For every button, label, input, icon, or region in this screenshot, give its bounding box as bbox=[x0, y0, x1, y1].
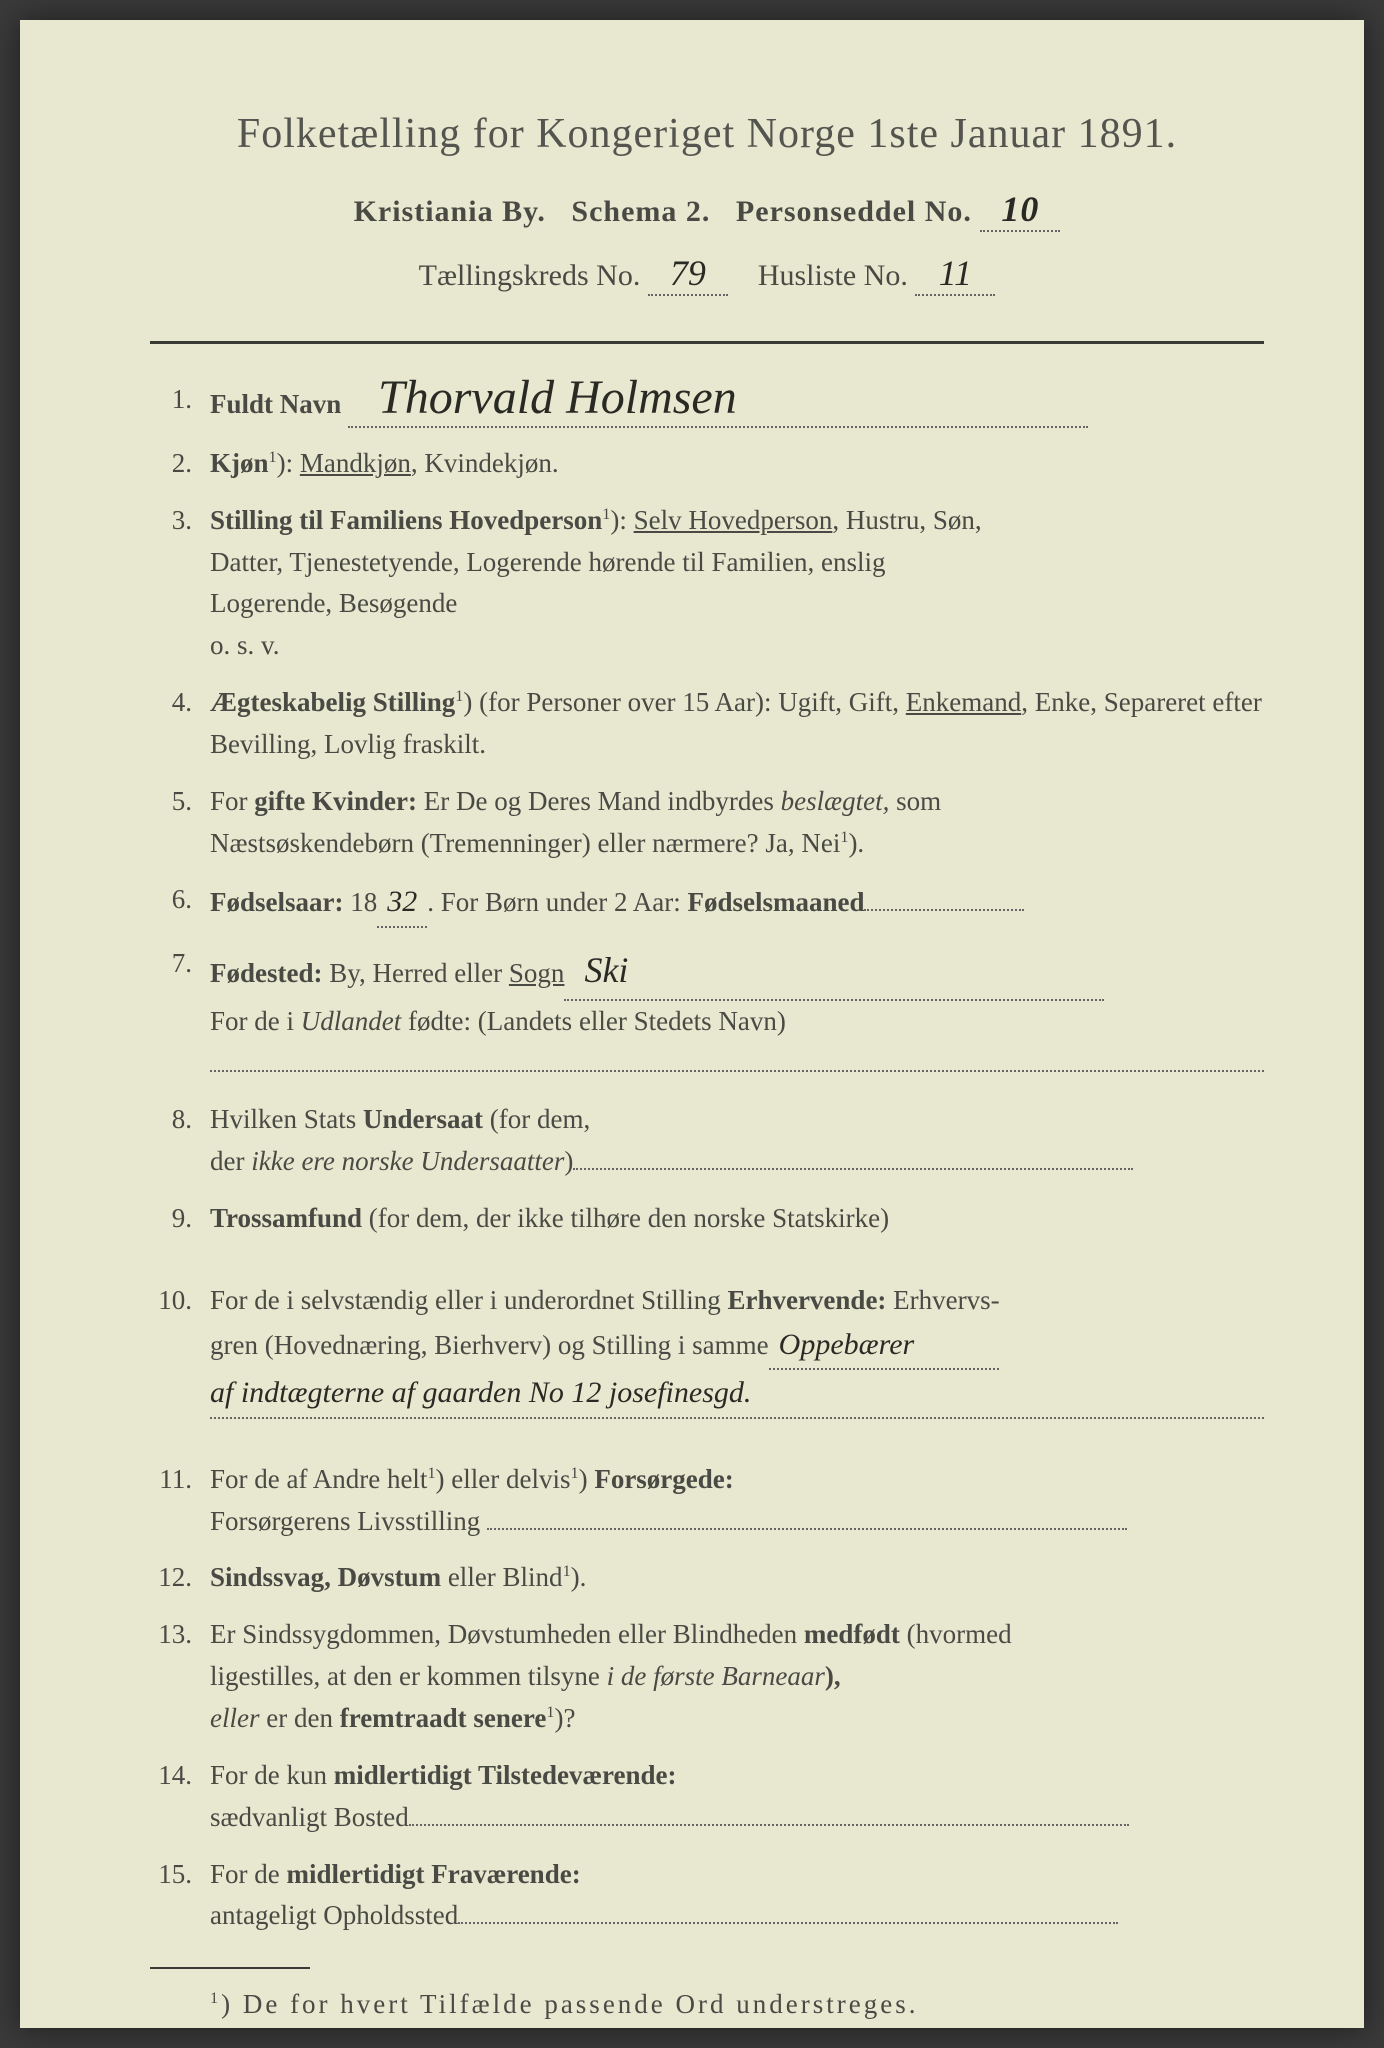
num-9: 9. bbox=[150, 1198, 210, 1240]
entry-4: 4. Ægteskabelig Stilling1) (for Personer… bbox=[150, 682, 1264, 766]
entry-6: 6. Fødselsaar: 1832. For Børn under 2 Aa… bbox=[150, 879, 1264, 928]
taellingskreds-no: 79 bbox=[648, 252, 728, 296]
divider bbox=[150, 341, 1264, 344]
occupation-2: af indtægterne af gaarden No 12 josefine… bbox=[210, 1370, 1264, 1419]
label-fodested: Fødested: bbox=[210, 958, 322, 988]
stilling-selected: Selv Hovedperson bbox=[634, 505, 833, 535]
entry-15: 15. For de midlertidigt Fraværende: anta… bbox=[150, 1854, 1264, 1938]
entry-7: 7. Fødested: By, Herred eller SognSki Fo… bbox=[150, 943, 1264, 1084]
label-stilling: Stilling til Familiens Hovedperson bbox=[210, 505, 602, 535]
footnote-rule bbox=[150, 1967, 310, 1969]
num-15: 15. bbox=[150, 1854, 210, 1938]
num-4: 4. bbox=[150, 682, 210, 766]
num-7: 7. bbox=[150, 943, 210, 1084]
entry-13: 13. Er Sindssygdommen, Døvstumheden elle… bbox=[150, 1614, 1264, 1740]
entry-8: 8. Hvilken Stats Undersaat (for dem, der… bbox=[150, 1099, 1264, 1183]
num-8: 8. bbox=[150, 1099, 210, 1183]
entry-5: 5. For gifte Kvinder: Er De og Deres Man… bbox=[150, 781, 1264, 865]
num-12: 12. bbox=[150, 1557, 210, 1599]
husliste-no: 11 bbox=[915, 252, 995, 296]
entry-1: 1. Fuldt Navn Thorvald Holmsen bbox=[150, 379, 1264, 428]
occupation-1: Oppebærer bbox=[769, 1322, 999, 1371]
birth-year: 32 bbox=[377, 879, 427, 928]
stilling-line4: o. s. v. bbox=[210, 630, 280, 660]
entry-12: 12. Sindssvag, Døvstum eller Blind1). bbox=[150, 1557, 1264, 1599]
num-1: 1. bbox=[150, 379, 210, 428]
kjon-selected: Mandkjøn bbox=[300, 448, 411, 478]
label-fodselsaar: Fødselsaar: bbox=[210, 887, 343, 917]
main-title: Folketælling for Kongeriget Norge 1ste J… bbox=[150, 110, 1264, 158]
name-value: Thorvald Holmsen bbox=[378, 371, 737, 424]
entry-2: 2. Kjøn1): Mandkjøn, Kvindekjøn. bbox=[150, 443, 1264, 485]
entry-9: 9. Trossamfund (for dem, der ikke tilhør… bbox=[150, 1198, 1264, 1240]
num-14: 14. bbox=[150, 1755, 210, 1839]
aegteskab-selected: Enkemand bbox=[906, 682, 1021, 724]
personseddel-label: Personseddel No. bbox=[736, 195, 972, 228]
label-trossamfund: Trossamfund bbox=[210, 1203, 362, 1233]
footnote: 1) De for hvert Tilfælde passende Ord un… bbox=[150, 1989, 1264, 2020]
num-10: 10. bbox=[150, 1280, 210, 1419]
num-13: 13. bbox=[150, 1614, 210, 1740]
husliste-label: Husliste No. bbox=[758, 259, 908, 292]
entry-11: 11. For de af Andre helt1) eller delvis1… bbox=[150, 1459, 1264, 1543]
label-aegteskab: Ægteskabelig Stilling bbox=[210, 687, 455, 717]
subtitle-line: Kristiania By. Schema 2. Personseddel No… bbox=[150, 188, 1264, 232]
stilling-line3: Logerende, Besøgende bbox=[210, 588, 457, 618]
label-kjon: Kjøn bbox=[210, 448, 269, 478]
census-form-page: Folketælling for Kongeriget Norge 1ste J… bbox=[20, 20, 1364, 2028]
num-6: 6. bbox=[150, 879, 210, 928]
city: Kristiania By. bbox=[354, 195, 546, 228]
schema: Schema 2. bbox=[571, 195, 710, 228]
num-5: 5. bbox=[150, 781, 210, 865]
num-11: 11. bbox=[150, 1459, 210, 1543]
entry-10: 10. For de i selvstændig eller i underor… bbox=[150, 1280, 1264, 1419]
num-2: 2. bbox=[150, 443, 210, 485]
name-field: Thorvald Holmsen bbox=[348, 379, 1088, 428]
taellingskreds-label: Tællingskreds No. bbox=[419, 259, 641, 292]
entry-14: 14. For de kun midlertidigt Tilstedevære… bbox=[150, 1755, 1264, 1839]
subtitle-line2: Tællingskreds No. 79 Husliste No. 11 bbox=[150, 252, 1264, 296]
num-3: 3. bbox=[150, 500, 210, 667]
entry-3: 3. Stilling til Familiens Hovedperson1):… bbox=[150, 500, 1264, 667]
birthplace: Ski bbox=[564, 943, 1104, 1001]
stilling-line2: Datter, Tjenestetyende, Logerende hørend… bbox=[210, 547, 885, 577]
label-fuldt-navn: Fuldt Navn bbox=[210, 389, 341, 419]
personseddel-no: 10 bbox=[980, 188, 1060, 232]
